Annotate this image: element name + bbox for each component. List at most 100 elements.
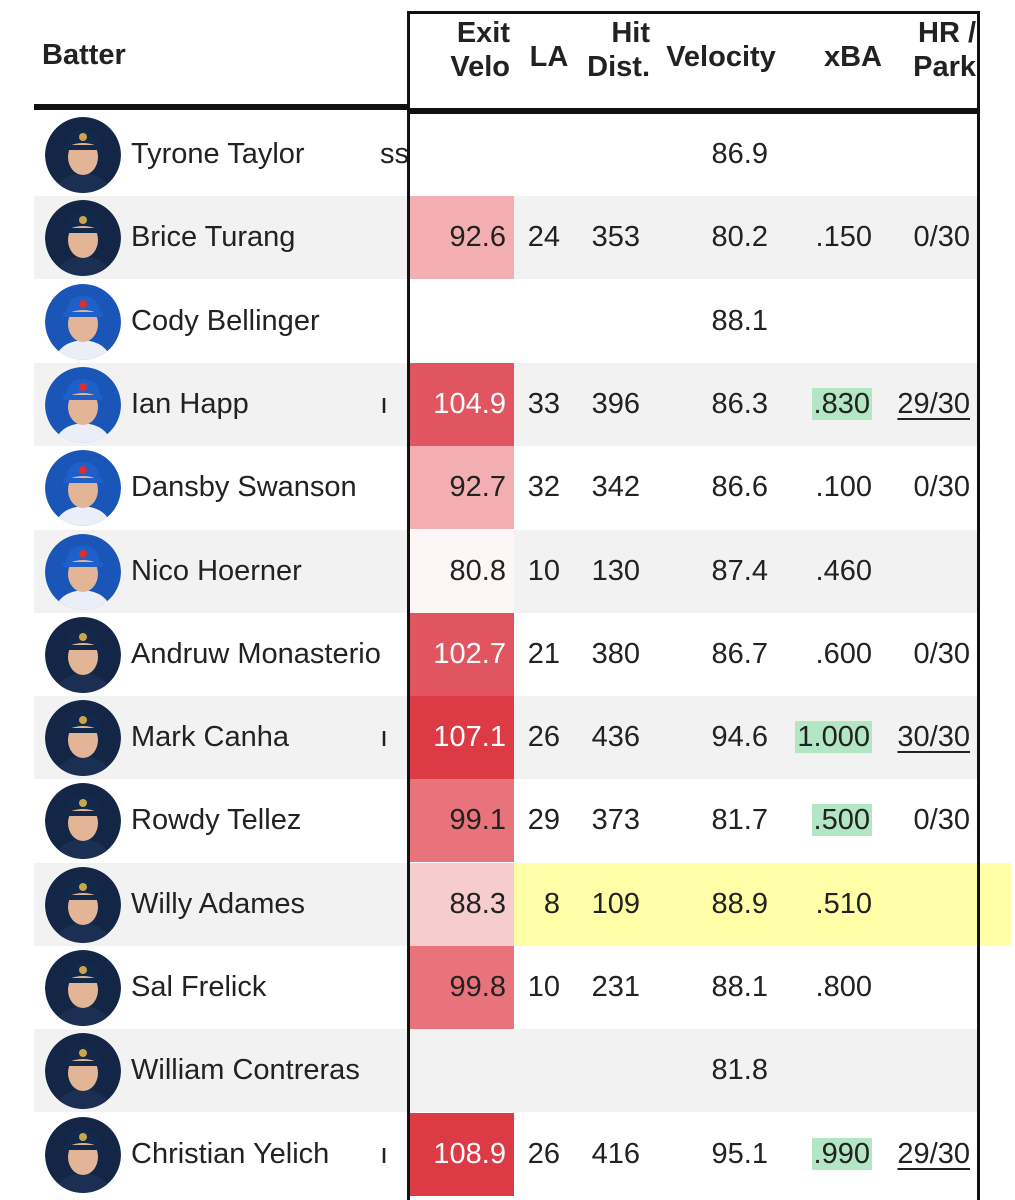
batter-name[interactable]: Dansby Swanson (131, 471, 357, 504)
table-right-border (977, 12, 980, 1200)
xba-value: .800 (786, 968, 872, 1006)
hit-distance-value: 353 (591, 221, 640, 254)
exit-velo-value: 102.7 (433, 637, 506, 670)
hr-park-value[interactable]: 30/30 (876, 718, 970, 756)
table-row[interactable]: Tyrone Taylor ss 86.9 (34, 113, 977, 196)
header-divider-left (34, 104, 410, 110)
hr-park-text[interactable]: 29/30 (897, 1137, 970, 1170)
batter-name[interactable]: Andruw Monasterio (131, 637, 381, 670)
xba-value: .100 (786, 468, 872, 506)
hr-park-value: 0/30 (876, 635, 970, 673)
exit-velo-heat-cell (410, 612, 514, 696)
hr-park-value[interactable]: 29/30 (876, 385, 970, 423)
batter-name[interactable]: Ian Happ (131, 387, 249, 420)
launch-angle-value: 10 (527, 971, 560, 1003)
hr-park-value: 0/30 (876, 468, 970, 506)
header-exit-velo[interactable]: Exit Velo (430, 16, 510, 84)
xba-value: .990 (786, 1135, 872, 1173)
header-hit-dist-line2: Dist. (587, 51, 650, 83)
exit-velo-value: 99.8 (449, 971, 506, 1003)
player-headshot-icon (45, 366, 121, 443)
batter-name[interactable]: Tyrone Taylor (131, 138, 305, 170)
velocity-value: 81.8 (711, 1054, 768, 1087)
header-batter[interactable]: Batter (42, 39, 126, 71)
xba-text: .990 (811, 1137, 872, 1170)
table-top-border (407, 11, 980, 14)
hr-park-text[interactable]: 29/30 (897, 387, 970, 420)
hr-park-text: 0/30 (913, 471, 970, 504)
xba-text: .830 (811, 387, 872, 420)
hr-park-text: 0/30 (913, 637, 970, 670)
hit-distance-value: 380 (591, 637, 640, 670)
velocity-value: 81.7 (711, 804, 768, 837)
header-xba[interactable]: xBA (823, 41, 882, 73)
table-row[interactable]: Ian Happ ı 104.9 33 396 86.3 .830 29/30 (34, 362, 977, 446)
batter-name[interactable]: Sal Frelick (131, 971, 267, 1003)
table-row[interactable]: Rowdy Tellez 99.1 29 373 81.7 .500 0/30 (34, 779, 977, 863)
table-left-border (407, 12, 410, 1200)
exit-velo-heat-cell (410, 529, 514, 613)
table-row[interactable]: Andruw Monasterio 102.7 21 380 86.7 .600 0/30 (34, 612, 977, 696)
batter-name[interactable]: Willy Adames (131, 887, 306, 920)
header-hit-dist-line1: Hit (611, 17, 650, 49)
xba-value: .150 (786, 218, 872, 256)
header-hr-park-line1: HR / (918, 17, 976, 49)
player-headshot-icon (45, 783, 121, 860)
table-row[interactable]: Mark Canha ı 107.1 26 436 94.6 1.000 30/30 (34, 696, 977, 780)
table-row[interactable]: Cody Bellinger 88.1 (34, 280, 977, 363)
table-row[interactable]: Christian Yelich ı 108.9 26 416 95.1 .990 29/30 (34, 1112, 977, 1196)
exit-velo-value: 99.1 (449, 804, 506, 837)
batter-name[interactable]: Nico Hoerner (131, 554, 302, 587)
hr-park-value[interactable]: 29/30 (876, 1135, 970, 1173)
player-headshot-icon (45, 616, 121, 693)
exit-velo-heat-cell (410, 446, 514, 530)
table-row[interactable]: Brice Turang 92.6 24 353 80.2 .150 0/30 (34, 196, 977, 280)
hit-distance-value: 231 (591, 971, 640, 1003)
xba-value: .510 (786, 885, 872, 923)
velocity-value: 95.1 (711, 1137, 768, 1170)
xba-value: .600 (786, 635, 872, 673)
xba-value: .500 (786, 801, 872, 839)
exit-velo-heat-cell (410, 862, 514, 946)
player-headshot-icon (45, 200, 121, 277)
hr-park-value: 0/30 (876, 801, 970, 839)
clipped-text-fragment: ss (380, 138, 409, 170)
batter-name[interactable]: Brice Turang (131, 221, 296, 254)
hr-park-text[interactable]: 30/30 (897, 721, 970, 754)
batter-name[interactable]: Rowdy Tellez (131, 804, 302, 837)
header-la[interactable]: LA (529, 41, 569, 73)
table-row[interactable]: Dansby Swanson 92.7 32 342 86.6 .100 0/30 (34, 446, 977, 530)
velocity-value: 87.4 (711, 554, 768, 587)
header-hit-dist[interactable]: Hit Dist. (580, 16, 650, 84)
header-hr-park[interactable]: HR / Park (896, 16, 976, 84)
xba-text: .150 (815, 221, 872, 254)
batter-name[interactable]: Mark Canha (131, 721, 289, 754)
launch-angle-value: 24 (527, 221, 560, 254)
table-row[interactable]: Sal Frelick 99.8 10 231 88.1 .800 (34, 946, 977, 1029)
exit-velo-heat-cell (410, 362, 514, 446)
velocity-value: 86.7 (711, 637, 768, 670)
clipped-text-fragment: ı (380, 721, 389, 754)
table-row[interactable]: Willy Adames 88.3 8 109 88.9 .510 (34, 862, 1011, 946)
launch-angle-value: 29 (527, 804, 560, 837)
player-headshot-icon (45, 117, 121, 193)
clipped-text-fragment: ı (380, 387, 389, 420)
hit-distance-value: 396 (591, 387, 640, 420)
exit-velo-value: 107.1 (433, 721, 506, 754)
xba-text: .800 (815, 971, 872, 1003)
header-exit-velo-line2: Velo (450, 51, 510, 83)
table-row[interactable]: Nico Hoerner 80.8 10 130 87.4 .460 (34, 529, 977, 613)
hit-distance-value: 436 (591, 721, 640, 754)
hit-distance-value: 130 (591, 554, 640, 587)
table-row[interactable]: William Contreras 81.8 (34, 1029, 977, 1113)
header-divider-right (410, 108, 980, 114)
exit-velo-heat-cell (410, 696, 514, 780)
velocity-value: 80.2 (711, 221, 768, 254)
header-velocity[interactable]: Velocity (666, 41, 776, 73)
launch-angle-value: 8 (543, 887, 560, 920)
launch-angle-value: 26 (527, 1137, 560, 1170)
batter-name[interactable]: Cody Bellinger (131, 304, 320, 337)
velocity-value: 86.9 (711, 138, 768, 170)
batter-name[interactable]: Christian Yelich (131, 1137, 330, 1170)
batter-name[interactable]: William Contreras (131, 1054, 360, 1087)
